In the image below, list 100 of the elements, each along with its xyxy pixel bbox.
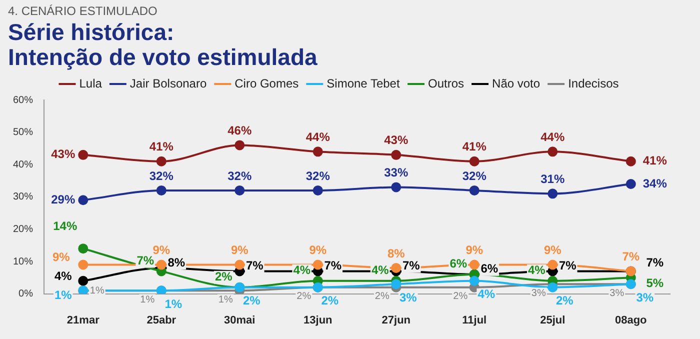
data-label: 1% (140, 294, 155, 306)
data-label: 46% (228, 124, 252, 138)
legend-label: Não voto (492, 76, 540, 90)
point (391, 262, 402, 273)
point (391, 279, 402, 290)
point (469, 156, 480, 166)
point (156, 156, 166, 166)
point (234, 260, 245, 270)
data-label: 2% (374, 291, 390, 302)
data-label: 2% (321, 294, 339, 308)
data-label: 3% (610, 288, 624, 299)
data-label: 3% (636, 290, 654, 304)
point (626, 178, 636, 189)
data-label: 7% (136, 254, 154, 268)
data-label: 43% (384, 133, 408, 148)
y-tick-label: 20% (13, 224, 34, 235)
data-label: 7% (324, 258, 342, 273)
data-label: 1% (90, 285, 104, 296)
data-label: 7% (402, 258, 420, 273)
data-label: 44% (540, 130, 565, 144)
point (78, 276, 88, 286)
point (391, 150, 402, 160)
legend-label: Simone Tebet (326, 76, 400, 90)
point (391, 182, 402, 192)
y-tick-label: 60% (13, 94, 34, 106)
data-label: 34% (642, 176, 668, 190)
data-label: 7% (558, 258, 577, 273)
legend-label: Ciro Gomes (234, 76, 299, 90)
chart-title: Série histórica: Intenção de voto estimulada (8, 19, 318, 70)
chart-subtitle: 4. CENÁRIO ESTIMULADO (8, 4, 158, 18)
point (626, 156, 636, 166)
data-label: 4% (478, 287, 496, 302)
legend-label: Indecisos (568, 76, 619, 90)
data-label: 41% (462, 140, 487, 154)
data-label: 9% (152, 243, 170, 258)
data-label: 5% (646, 276, 664, 290)
data-label: 9% (466, 243, 484, 258)
y-tick-label: 50% (13, 127, 34, 138)
data-label: 31% (540, 172, 565, 186)
point (312, 146, 323, 157)
x-tick-label: 11jul (462, 314, 487, 326)
data-label: 41% (642, 154, 668, 168)
data-label: 4% (371, 263, 390, 278)
data-label: 44% (306, 130, 330, 144)
data-label: 1% (164, 296, 182, 311)
y-tick-label: 0% (18, 288, 34, 300)
x-tick-label: 21mar (66, 314, 100, 326)
data-label: 1% (54, 288, 72, 302)
data-label: 2% (453, 291, 468, 302)
point (548, 260, 558, 270)
data-label: 6% (450, 256, 468, 271)
point (156, 260, 166, 270)
data-label: 2% (556, 294, 574, 308)
point (78, 195, 88, 206)
data-label: 2% (242, 294, 261, 308)
data-label: 8% (387, 246, 406, 260)
data-label: 32% (462, 168, 487, 183)
point (548, 188, 558, 199)
x-tick-label: 25abr (146, 314, 177, 326)
legend-label: Lula (79, 76, 102, 90)
legend-label: Outros (428, 76, 464, 90)
data-label: 41% (149, 140, 174, 154)
point (156, 185, 166, 196)
data-label: 8% (168, 255, 186, 270)
x-tick-label: 08ago (614, 314, 648, 326)
data-label: 7% (646, 256, 664, 270)
data-label: 6% (480, 262, 498, 276)
data-label: 7% (622, 250, 640, 264)
data-label: 9% (544, 243, 562, 258)
x-tick-label: 13jun (304, 314, 333, 326)
data-label: 29% (51, 192, 76, 206)
data-label: 33% (384, 166, 408, 180)
point (469, 276, 480, 286)
data-label: 2% (214, 270, 233, 284)
data-label: 9% (230, 243, 249, 258)
point (548, 146, 558, 157)
point (78, 260, 88, 270)
y-tick-label: 40% (13, 159, 34, 170)
data-label: 3% (399, 290, 418, 304)
point (234, 140, 245, 150)
data-label: 9% (309, 243, 327, 258)
point (548, 282, 558, 292)
point (234, 185, 245, 196)
data-label: 3% (531, 288, 546, 299)
data-label: 2% (296, 291, 312, 302)
data-label: 4% (293, 263, 311, 278)
data-label: 32% (228, 168, 252, 183)
data-label: 43% (51, 147, 76, 162)
point (78, 150, 88, 160)
data-label: 4% (54, 269, 72, 284)
data-label: 14% (53, 218, 78, 233)
point (469, 260, 480, 270)
point (312, 260, 323, 270)
data-label: 9% (52, 250, 70, 264)
point (469, 185, 480, 196)
x-tick-label: 25jul (540, 314, 566, 326)
legend-label: Jair Bolsonaro (130, 76, 207, 90)
y-tick-label: 10% (13, 256, 34, 268)
data-label: 7% (246, 258, 264, 273)
point (78, 244, 88, 254)
